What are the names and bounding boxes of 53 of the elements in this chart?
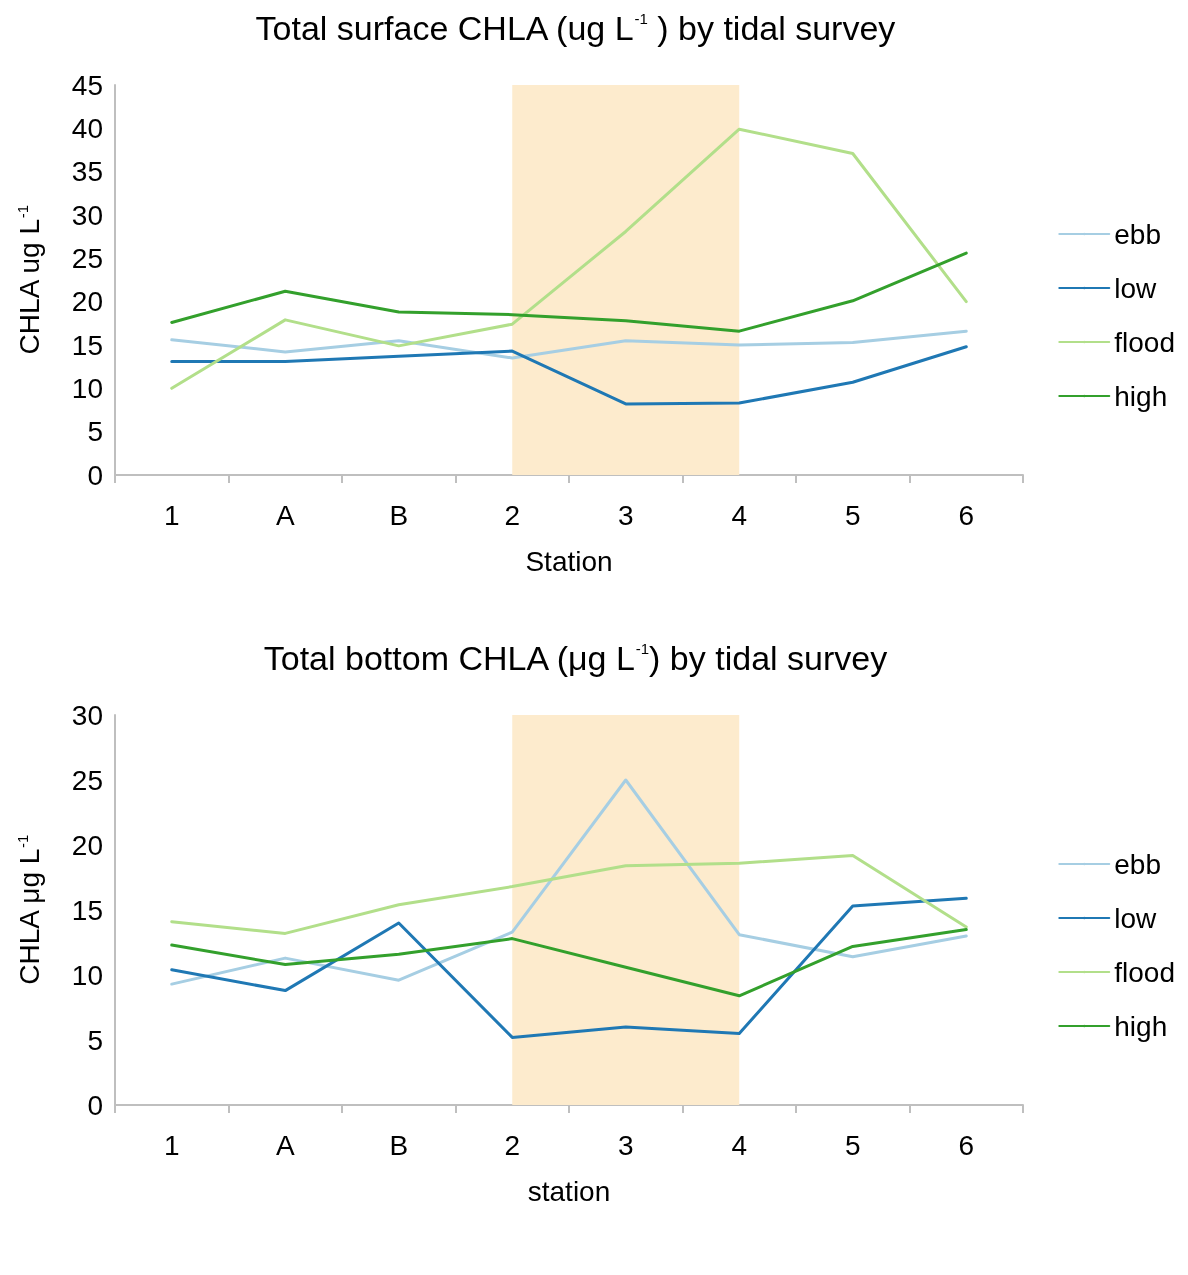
y-tick-label: 5: [87, 1024, 103, 1056]
x-tick-label: 2: [504, 1129, 521, 1161]
legend-label: low: [1114, 902, 1158, 934]
legend-label: high: [1114, 380, 1168, 412]
legend-label: flood: [1114, 956, 1175, 988]
y-tick-label: 20: [71, 829, 103, 861]
y-tick-label: 15: [71, 329, 103, 361]
line-series: [170, 853, 968, 935]
x-tick-label: 5: [844, 1129, 861, 1161]
y-tick-label: 0: [87, 459, 103, 491]
x-tick-label: B: [389, 499, 409, 531]
x-tick-label: 3: [617, 1129, 634, 1161]
x-tick-label: 6: [958, 1129, 975, 1161]
legend-label: ebb: [1114, 218, 1161, 250]
x-tick-label: 5: [844, 499, 861, 531]
line-series: [170, 345, 968, 406]
y-tick-label: 35: [71, 156, 103, 188]
line-series: [170, 329, 968, 360]
y-tick-label: 30: [71, 199, 103, 231]
y-tick-label: 30: [71, 699, 103, 731]
y-tick-label: 0: [87, 1089, 103, 1121]
line-series: [170, 928, 968, 998]
y-tick-label: 15: [71, 894, 103, 926]
y-tick-label: 40: [71, 112, 103, 144]
y-axis-title: CHLA ug L-1: [13, 204, 45, 355]
x-tick-label: A: [275, 1129, 295, 1161]
x-tick-label: 3: [617, 499, 634, 531]
x-tick-label: 2: [504, 499, 521, 531]
x-tick-label: A: [275, 499, 295, 531]
legend-label: flood: [1114, 326, 1175, 358]
y-tick-label: 45: [71, 69, 103, 101]
y-tick-label: 25: [71, 242, 103, 274]
x-tick-label: 1: [163, 499, 180, 531]
x-axis-title: station: [527, 1175, 611, 1207]
legend-label: low: [1114, 272, 1158, 304]
y-tick-label: 10: [71, 959, 103, 991]
y-tick-label: 10: [71, 372, 103, 404]
line-series: [170, 778, 968, 986]
x-tick-label: 6: [958, 499, 975, 531]
line-series: [170, 127, 968, 390]
x-tick-label: 1: [163, 1129, 180, 1161]
line-series: [170, 251, 968, 333]
x-axis-title: Station: [525, 545, 613, 577]
y-axis-title: CHLA μg L-1: [13, 834, 45, 985]
x-tick-label: B: [389, 1129, 409, 1161]
y-tick-label: 5: [87, 416, 103, 448]
line-series: [170, 896, 968, 1039]
legend-label: ebb: [1114, 848, 1161, 880]
x-tick-label: 4: [731, 499, 748, 531]
y-tick-label: 20: [71, 286, 103, 318]
x-tick-label: 4: [731, 1129, 748, 1161]
y-tick-label: 25: [71, 764, 103, 796]
legend-label: high: [1114, 1010, 1168, 1042]
